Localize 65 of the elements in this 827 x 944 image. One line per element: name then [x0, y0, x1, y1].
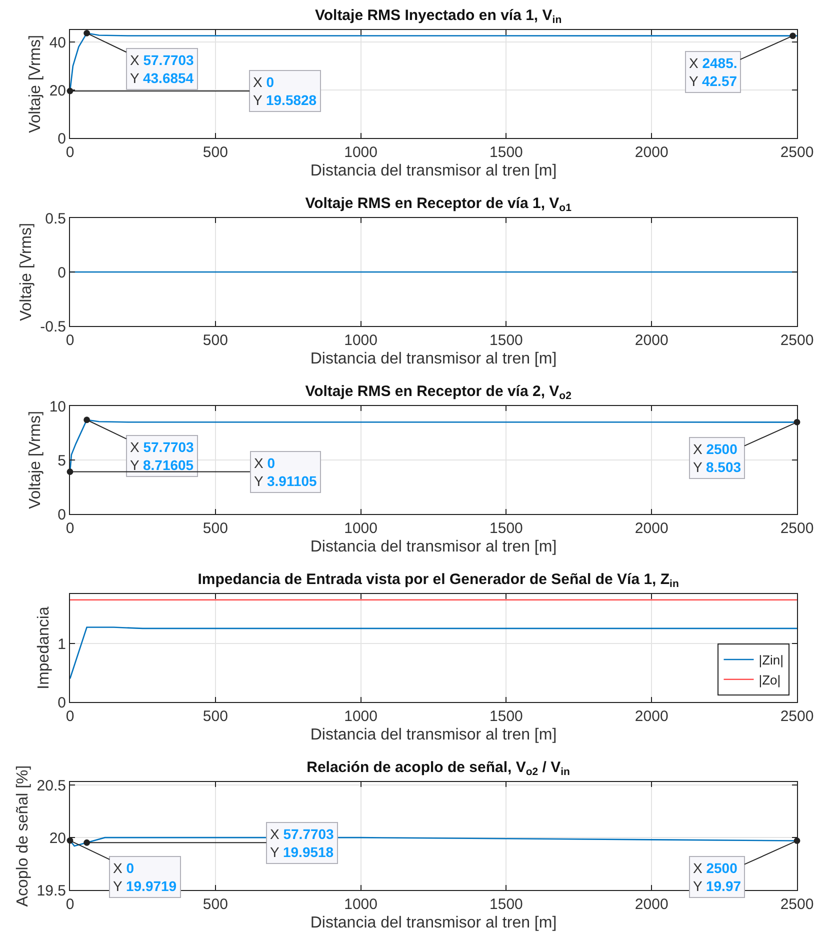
x-tick-label: 2500 — [780, 708, 814, 725]
y-tick-label: 20 — [49, 82, 66, 100]
annotation: X 57.7703 Y 8.71605 — [130, 439, 194, 474]
legend-label: |Zo| — [758, 672, 781, 688]
x-axis-title: Distancia del transmisor al tren [m] — [310, 726, 557, 744]
x-tick-label: 2000 — [634, 520, 668, 537]
x-tick-label: 1500 — [490, 896, 523, 913]
y-tick-label: 0 — [58, 506, 66, 524]
x-tick-label: 2000 — [634, 896, 668, 913]
y-axis-title: Acoplo de señal [%] — [14, 765, 32, 907]
y-axis-title: Impedancia — [36, 606, 53, 690]
y-tick-label: 0.5 — [45, 210, 66, 228]
x-tick-label: 1500 — [490, 144, 523, 161]
y-axis-title: Voltaje [Vrms] — [27, 34, 44, 134]
x-tick-label: 2000 — [634, 144, 668, 161]
x-axis-title: Distancia del transmisor al tren [m] — [310, 350, 557, 368]
x-axis-title: Distancia del transmisor al tren [m] — [310, 914, 557, 932]
annotation: X 0 Y 19.9719 — [113, 860, 177, 894]
annotation: X 2500 Y 8.503 — [693, 441, 742, 476]
y-tick-label: 10 — [49, 398, 66, 416]
annotation: X 0 Y 3.91105 — [254, 455, 318, 490]
x-axis-title: Distancia del transmisor al tren [m] — [310, 162, 557, 180]
x-tick-label: 2000 — [634, 332, 668, 349]
x-tick-label: 1500 — [490, 520, 523, 537]
x-tick-label: 2500 — [780, 896, 814, 913]
x-tick-label: 2500 — [780, 144, 814, 161]
x-tick-label: 500 — [202, 896, 228, 913]
x-tick-label: 500 — [202, 708, 228, 725]
y-axis-title: Voltaje [Vrms] — [27, 410, 44, 510]
chart-title: Voltaje RMS en Receptor de vía 1, V$_{o1}$ — [305, 194, 572, 214]
x-tick-label: 1000 — [344, 708, 378, 725]
x-tick-label: 1500 — [490, 332, 523, 349]
x-tick-label: 1000 — [344, 896, 378, 913]
y-axis-title: Voltaje [Vrms] — [18, 222, 36, 322]
annotation: X 2485. Y 42.57 — [689, 55, 738, 90]
y-tick-label: 19.5 — [36, 882, 66, 900]
chart-title: Voltaje RMS en Receptor de vía 2, V$_{o2}$ — [305, 382, 572, 402]
x-tick-label: 2500 — [780, 520, 814, 537]
x-tick-label: 500 — [202, 520, 228, 537]
y-tick-label: 0 — [58, 694, 66, 712]
y-tick-label: 20 — [49, 830, 66, 847]
y-tick-label: 5 — [58, 452, 66, 470]
annotation: X 57.7703 Y 43.6854 — [130, 52, 194, 86]
y-tick-label: 20.5 — [36, 777, 66, 794]
chart-title: Voltaje RMS Inyectado en vía 1, V$_{in}$ — [314, 6, 562, 26]
x-tick-label: 2500 — [780, 332, 814, 349]
x-tick-label: 1500 — [490, 708, 523, 725]
chart-title: Relación de acoplo de señal, V$_{o2}$ / V$_{in}$ — [306, 758, 570, 778]
y-tick-label: -0.5 — [40, 318, 66, 336]
y-tick-label: 0 — [58, 264, 66, 282]
x-tick-label: 1000 — [344, 144, 378, 161]
y-tick-label: 0 — [58, 130, 66, 148]
x-tick-label: 1000 — [344, 332, 378, 349]
x-axis-title: Distancia del transmisor al tren [m] — [310, 538, 557, 556]
x-tick-label: 1000 — [344, 520, 378, 537]
annotation: X 57.7703 Y 19.9518 — [270, 826, 334, 860]
chart-title: Impedancia de Entrada vista por el Generador de Señal de Vía 1, Z$_{in}$ — [198, 570, 679, 590]
x-tick-label: 2000 — [634, 708, 668, 725]
y-tick-label: 1 — [58, 636, 66, 653]
annotation: X 2500 Y 19.97 — [693, 860, 742, 894]
y-tick-label: 40 — [49, 34, 66, 52]
annotation: X 0 Y 19.5828 — [253, 74, 317, 108]
x-tick-label: 500 — [202, 144, 228, 161]
legend-label: |Zin| — [758, 652, 784, 668]
x-tick-label: 500 — [202, 332, 228, 349]
